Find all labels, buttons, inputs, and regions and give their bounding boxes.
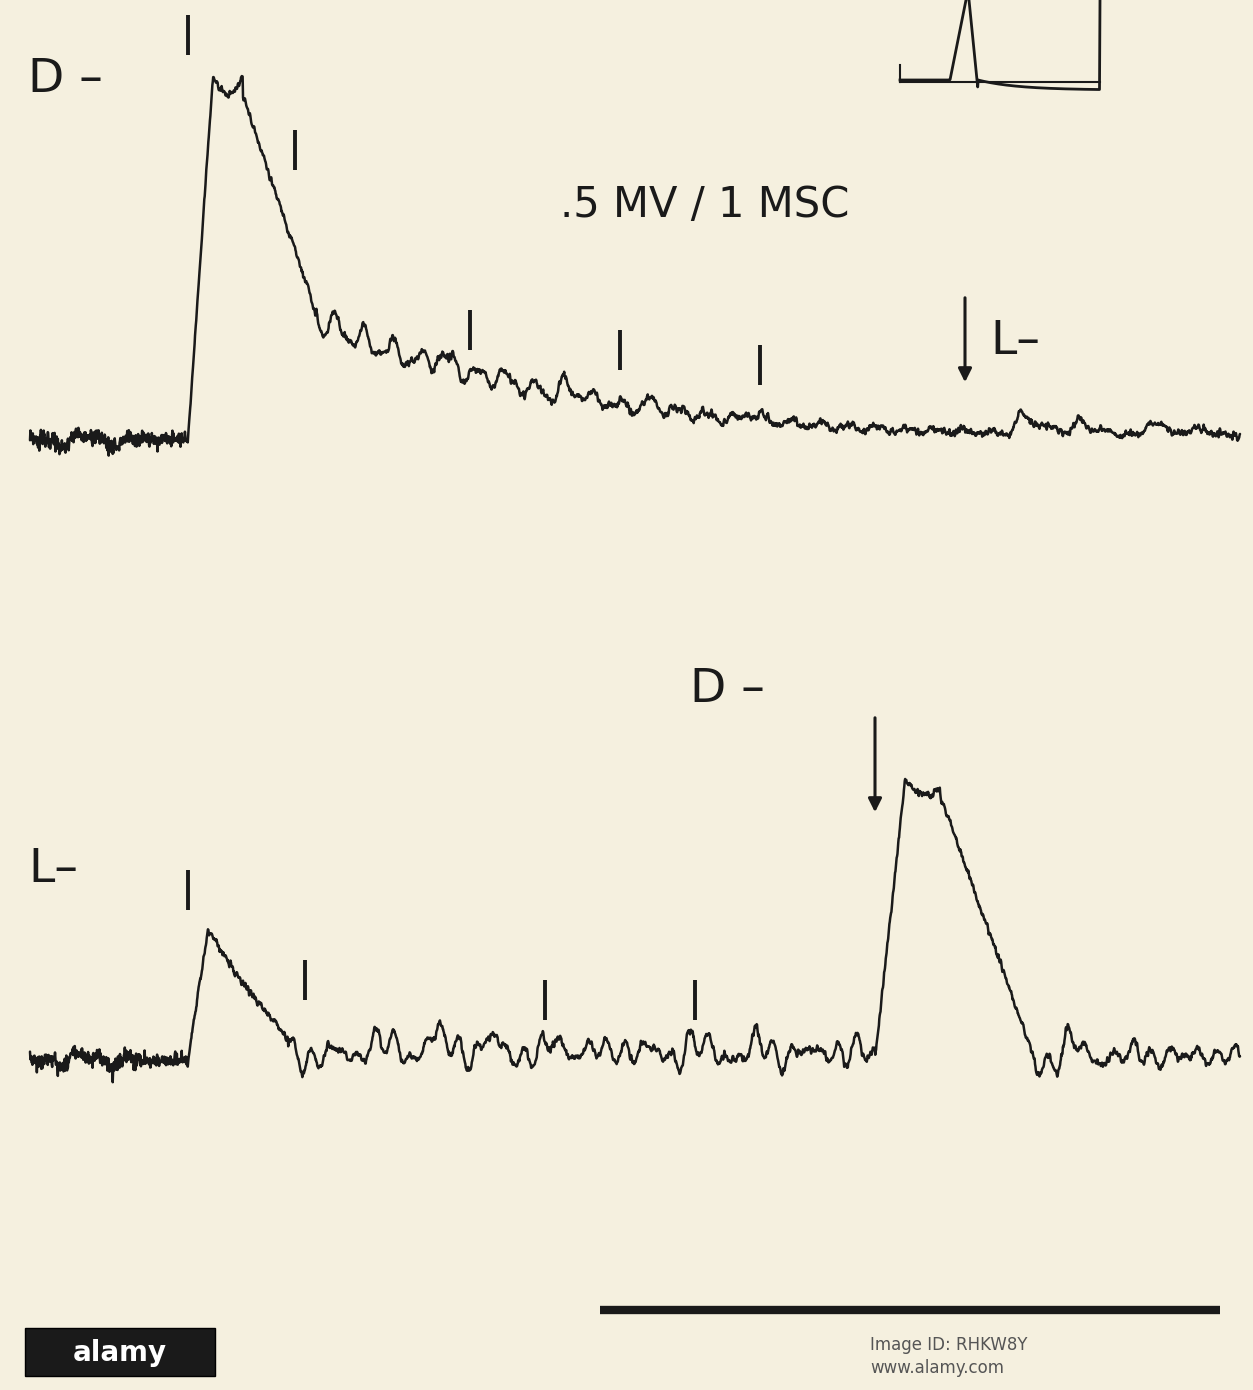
- Text: Image ID: RHKW8Y: Image ID: RHKW8Y: [870, 1336, 1027, 1354]
- Text: D –: D –: [690, 667, 764, 713]
- Text: alamy: alamy: [73, 1339, 167, 1366]
- Text: D –: D –: [28, 57, 103, 103]
- Text: L–: L–: [28, 848, 78, 892]
- Text: www.alamy.com: www.alamy.com: [870, 1359, 1004, 1377]
- FancyBboxPatch shape: [25, 1327, 216, 1376]
- Text: L–: L–: [990, 320, 1040, 364]
- Text: .5 MV / 1 MSC: .5 MV / 1 MSC: [560, 183, 850, 227]
